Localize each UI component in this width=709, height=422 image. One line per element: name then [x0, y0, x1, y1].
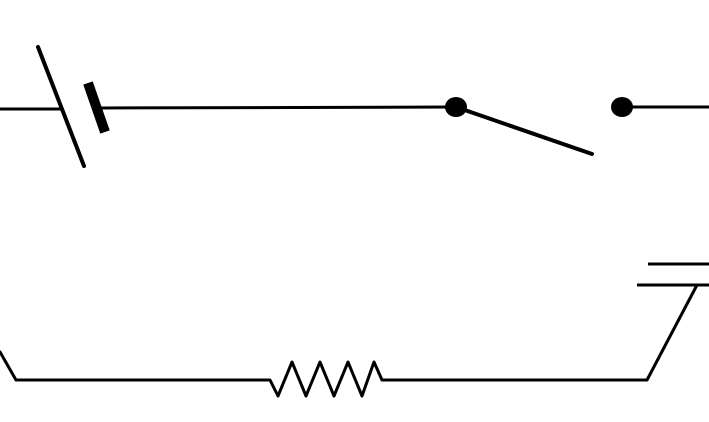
wire-bottom-right	[380, 283, 699, 382]
switch-blade	[454, 105, 594, 156]
capacitor-icon	[637, 262, 709, 287]
wire-bottom-left	[0, 350, 267, 382]
bottom-wire	[0, 283, 699, 382]
battery-cell-icon	[36, 45, 110, 168]
resistor-zigzag	[263, 360, 384, 398]
switch-open-icon	[445, 97, 633, 156]
resistor-icon	[263, 360, 384, 398]
switch-right-contact	[611, 97, 633, 117]
battery-long-plate	[36, 45, 86, 168]
top-wire	[0, 105, 709, 111]
wire-top-middle	[98, 105, 457, 110]
battery-short-plate	[83, 81, 110, 134]
